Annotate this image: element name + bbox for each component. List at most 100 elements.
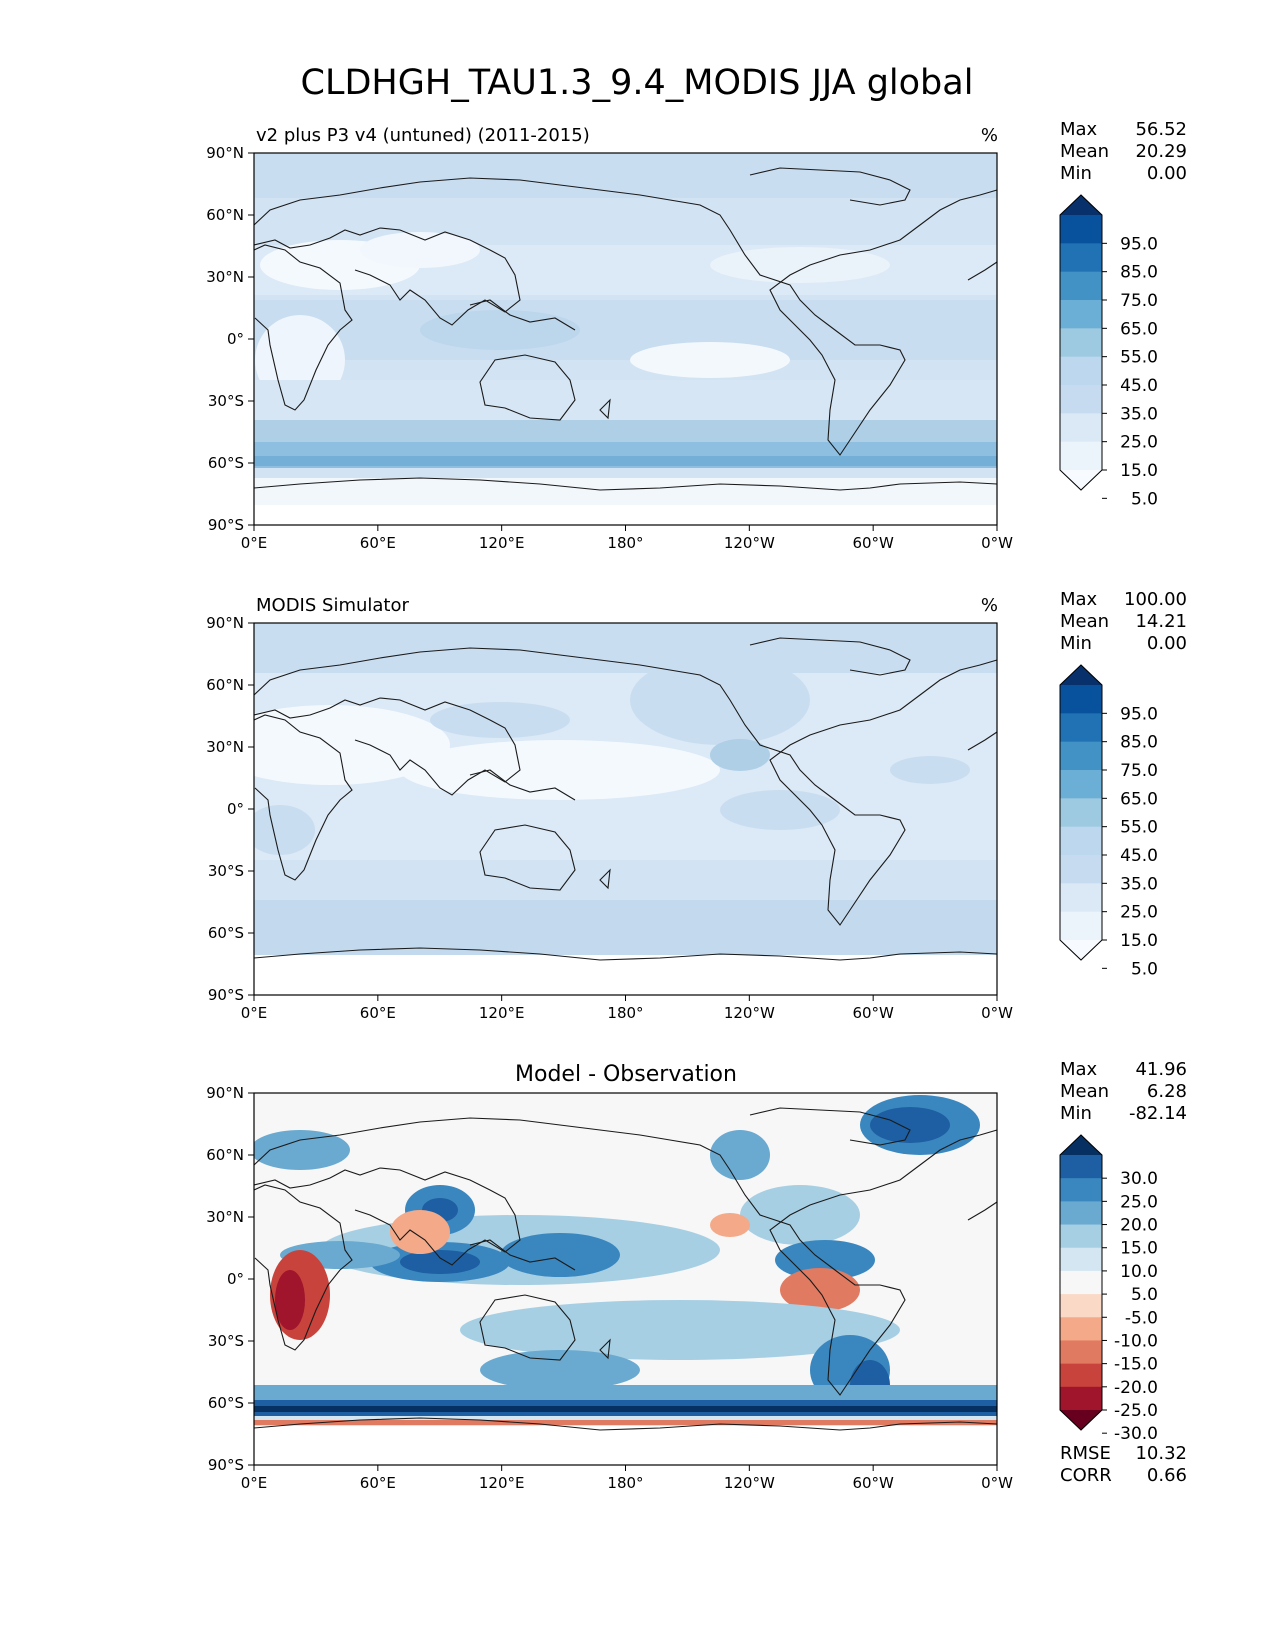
stat-value: 0.00 bbox=[1147, 163, 1187, 184]
units-label: % bbox=[981, 595, 998, 616]
lat-tick-label: 30°S bbox=[208, 1332, 244, 1350]
lat-tick-label: 90°S bbox=[208, 516, 244, 534]
map-field bbox=[254, 153, 997, 525]
footer-stats: RMSE 10.32 CORR 0.66 bbox=[1060, 1443, 1187, 1486]
stat-label: Mean bbox=[1060, 1081, 1109, 1102]
colorbar-tick-label: -20.0 bbox=[1114, 1378, 1158, 1398]
lat-tick-label: 90°N bbox=[206, 614, 244, 632]
lon-tick-label: 60°E bbox=[360, 1474, 396, 1492]
stat-value: 0.00 bbox=[1147, 633, 1187, 654]
colorbar-band bbox=[1060, 1386, 1102, 1411]
colorbar-band bbox=[1060, 1270, 1102, 1295]
panel-difference: Model - Observation bbox=[206, 1059, 1187, 1492]
lat-tick-label: 30°N bbox=[206, 738, 244, 756]
colorbar-tick-label: 95.0 bbox=[1120, 234, 1158, 254]
colorbar: 95.0 85.0 75.0 65.0 55.0 45.0 35.0 25.0 15.0 5.0 bbox=[1059, 664, 1158, 979]
colorbar: 95.0 85.0 75.0 65.0 55.0 45.0 35.0 25.0 15.0 5.0 bbox=[1059, 194, 1158, 509]
colorbar-tick-label: 25.0 bbox=[1120, 1192, 1158, 1212]
colorbar-band bbox=[1060, 713, 1102, 743]
lat-tick-label: 60°S bbox=[208, 1394, 244, 1412]
stat-value: -82.14 bbox=[1129, 1103, 1187, 1124]
colorbar-band bbox=[1060, 413, 1102, 443]
colorbar-extend-min bbox=[1060, 1410, 1102, 1430]
colorbar-tick-label: 5.0 bbox=[1131, 959, 1158, 979]
panel-title: MODIS Simulator bbox=[256, 595, 409, 616]
map-field bbox=[254, 1093, 997, 1465]
lon-tick-label: 0°W bbox=[981, 534, 1013, 552]
map-axes: 90°N 60°N 30°N 0° 30°S 60°S 90°S0°E 60°E 120°E 18… bbox=[206, 144, 1013, 552]
lon-tick-label: 120°E bbox=[479, 534, 525, 552]
lat-tick-label: 0° bbox=[227, 330, 244, 348]
lon-tick-label: 120°W bbox=[724, 1474, 775, 1492]
colorbar-band bbox=[1060, 1224, 1102, 1249]
colorbar-tick-label: 10.0 bbox=[1120, 1262, 1158, 1282]
stat-label: Mean bbox=[1060, 141, 1109, 162]
colorbar-tick-label: -10.0 bbox=[1114, 1331, 1158, 1351]
colorbar-tick-label: 15.0 bbox=[1120, 461, 1158, 481]
colorbar-band bbox=[1060, 385, 1102, 414]
colorbar-band bbox=[1060, 1201, 1102, 1226]
lon-tick-label: 180° bbox=[607, 534, 643, 552]
lon-tick-label: 60°E bbox=[360, 1004, 396, 1022]
colorbar-tick-label: 30.0 bbox=[1120, 1169, 1158, 1189]
colorbar-extend-max bbox=[1060, 195, 1102, 215]
colorbar-band bbox=[1060, 1247, 1102, 1272]
lon-tick-label: 0°E bbox=[241, 534, 268, 552]
lat-tick-label: 90°N bbox=[206, 144, 244, 162]
stat-value: 6.28 bbox=[1147, 1081, 1187, 1102]
colorbar-tick-label: 65.0 bbox=[1120, 319, 1158, 339]
lon-tick-label: 60°W bbox=[852, 1474, 894, 1492]
coastlines bbox=[253, 637, 998, 961]
map-axes: 90°N 60°N 30°N 0° 30°S 60°S 90°S0°E 60°E 120°E 18… bbox=[206, 614, 1013, 1022]
units-label: % bbox=[981, 125, 998, 146]
stat-label: Min bbox=[1060, 163, 1092, 184]
colorbar-extend-min bbox=[1060, 470, 1102, 490]
colorbar-tick-label: 55.0 bbox=[1120, 818, 1158, 838]
panel-title: Model - Observation bbox=[515, 1062, 737, 1087]
lat-tick-label: 30°S bbox=[208, 392, 244, 410]
colorbar-band bbox=[1060, 1294, 1102, 1318]
lat-tick-label: 0° bbox=[227, 1270, 244, 1288]
colorbar-tick-label: 85.0 bbox=[1120, 733, 1158, 753]
lon-tick-label: 60°W bbox=[852, 534, 894, 552]
lat-tick-label: 60°N bbox=[206, 206, 244, 224]
coastlines bbox=[253, 1107, 998, 1431]
coastlines bbox=[253, 167, 998, 491]
colorbar-band bbox=[1060, 441, 1102, 471]
lon-tick-label: 180° bbox=[607, 1474, 643, 1492]
lat-tick-label: 30°N bbox=[206, 1208, 244, 1226]
colorbar-tick-label: 45.0 bbox=[1120, 376, 1158, 396]
colorbar-band bbox=[1060, 741, 1102, 771]
lon-tick-label: 120°E bbox=[479, 1004, 525, 1022]
stat-value: 56.52 bbox=[1135, 119, 1187, 140]
colorbar-tick-label: 5.0 bbox=[1131, 489, 1158, 509]
colorbar-tick-label: 35.0 bbox=[1120, 874, 1158, 894]
colorbar-band bbox=[1060, 855, 1102, 884]
colorbar-tick-label: 45.0 bbox=[1120, 846, 1158, 866]
stat-label: Max bbox=[1060, 1059, 1098, 1080]
lat-tick-label: 90°N bbox=[206, 1084, 244, 1102]
map-field bbox=[254, 623, 997, 995]
colorbar-tick-label: 85.0 bbox=[1120, 263, 1158, 283]
colorbar-tick-label: 35.0 bbox=[1120, 404, 1158, 424]
colorbar-band bbox=[1060, 770, 1102, 799]
stat-label: Mean bbox=[1060, 611, 1109, 632]
stat-label: Min bbox=[1060, 1103, 1092, 1124]
rmse-label: RMSE bbox=[1060, 1443, 1111, 1464]
colorbar-tick-label: -5.0 bbox=[1125, 1308, 1158, 1328]
lon-tick-label: 60°E bbox=[360, 534, 396, 552]
colorbar-tick-label: 15.0 bbox=[1120, 1239, 1158, 1259]
stat-value: 100.00 bbox=[1124, 589, 1187, 610]
lat-tick-label: 60°N bbox=[206, 1146, 244, 1164]
lon-tick-label: 180° bbox=[607, 1004, 643, 1022]
figure-title: CLDHGH_TAU1.3_9.4_MODIS JJA global bbox=[301, 63, 974, 103]
lat-tick-label: 30°N bbox=[206, 268, 244, 286]
colorbar-band bbox=[1060, 883, 1102, 913]
stat-value: 14.21 bbox=[1135, 611, 1187, 632]
colorbar-band bbox=[1060, 1155, 1102, 1179]
colorbar-band bbox=[1060, 356, 1102, 386]
lon-tick-label: 0°E bbox=[241, 1004, 268, 1022]
lat-tick-label: 60°S bbox=[208, 924, 244, 942]
colorbar-tick-label: 25.0 bbox=[1120, 903, 1158, 923]
